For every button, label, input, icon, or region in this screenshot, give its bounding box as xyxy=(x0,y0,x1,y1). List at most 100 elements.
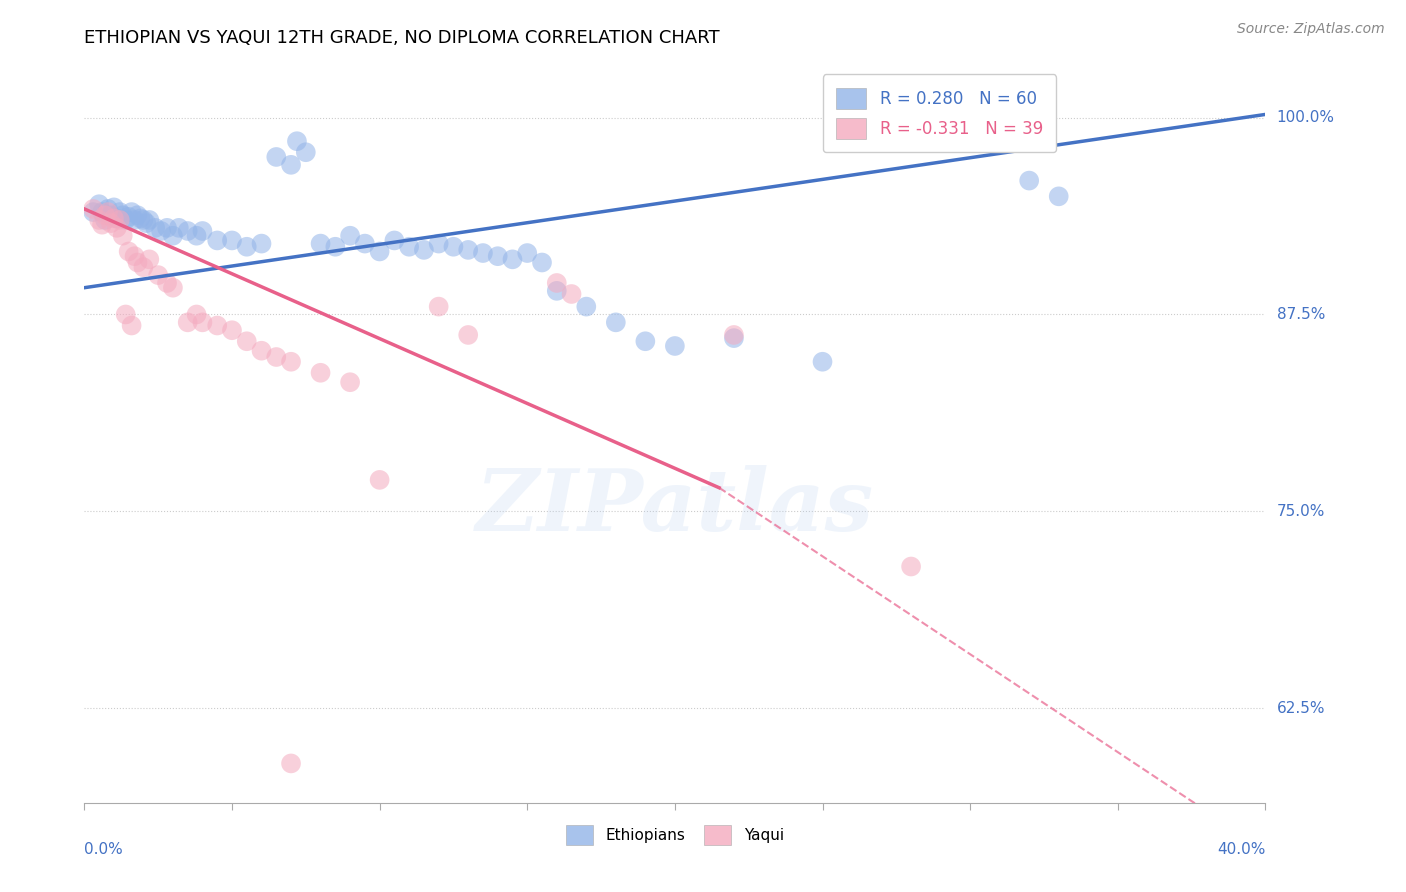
Point xyxy=(94,208,117,222)
Point xyxy=(97,205,120,219)
Point xyxy=(236,334,259,349)
Point xyxy=(162,228,184,243)
Point xyxy=(91,205,114,219)
Point xyxy=(309,366,332,380)
Legend: Ethiopians, Yaqui: Ethiopians, Yaqui xyxy=(560,819,790,851)
Point xyxy=(132,213,155,227)
Point xyxy=(664,339,686,353)
Point xyxy=(339,375,361,389)
Point xyxy=(723,331,745,345)
Point xyxy=(368,473,391,487)
Point xyxy=(266,350,288,364)
Point xyxy=(118,210,141,224)
Point xyxy=(191,224,214,238)
Point xyxy=(811,355,834,369)
Point xyxy=(132,260,155,275)
Point xyxy=(516,246,538,260)
Point xyxy=(150,224,173,238)
Point xyxy=(634,334,657,349)
Point xyxy=(325,240,347,254)
Point xyxy=(427,236,450,251)
Point xyxy=(546,276,568,290)
Point xyxy=(605,315,627,329)
Point xyxy=(105,220,128,235)
Point xyxy=(900,559,922,574)
Point xyxy=(285,134,308,148)
Text: 75.0%: 75.0% xyxy=(1277,504,1324,519)
Point xyxy=(575,300,598,314)
Point xyxy=(280,756,302,771)
Point xyxy=(309,236,332,251)
Point xyxy=(100,208,122,222)
Point xyxy=(531,255,554,269)
Point xyxy=(114,213,136,227)
Point xyxy=(339,228,361,243)
Point xyxy=(124,213,146,227)
Point xyxy=(121,318,143,333)
Text: Source: ZipAtlas.com: Source: ZipAtlas.com xyxy=(1237,22,1385,37)
Point xyxy=(266,150,288,164)
Point xyxy=(135,216,157,230)
Point xyxy=(143,220,166,235)
Point xyxy=(186,308,208,322)
Point xyxy=(91,218,114,232)
Point xyxy=(221,234,243,248)
Point xyxy=(94,213,117,227)
Point xyxy=(108,213,131,227)
Point xyxy=(368,244,391,259)
Point xyxy=(105,211,128,226)
Text: 100.0%: 100.0% xyxy=(1277,110,1334,125)
Point xyxy=(382,234,406,248)
Point xyxy=(127,208,149,222)
Point xyxy=(221,323,243,337)
Point xyxy=(108,205,131,219)
Point xyxy=(167,220,190,235)
Point xyxy=(457,328,479,343)
Point xyxy=(207,318,229,333)
Point xyxy=(457,243,479,257)
Point xyxy=(121,205,143,219)
Point xyxy=(723,328,745,343)
Point xyxy=(111,208,134,222)
Point xyxy=(546,284,568,298)
Point xyxy=(87,213,111,227)
Point xyxy=(280,355,302,369)
Point xyxy=(103,211,125,226)
Point xyxy=(427,300,450,314)
Point xyxy=(354,236,377,251)
Point xyxy=(111,228,134,243)
Point xyxy=(501,252,523,267)
Point xyxy=(97,202,120,216)
Point xyxy=(250,236,273,251)
Point xyxy=(1047,189,1070,203)
Point xyxy=(129,211,152,226)
Point xyxy=(413,243,436,257)
Point xyxy=(156,220,179,235)
Point xyxy=(250,343,273,358)
Point xyxy=(207,234,229,248)
Point xyxy=(138,213,160,227)
Point xyxy=(177,315,200,329)
Point xyxy=(124,249,146,263)
Text: ZIPatlas: ZIPatlas xyxy=(475,465,875,549)
Point xyxy=(236,240,259,254)
Point xyxy=(82,202,104,216)
Point xyxy=(82,205,104,219)
Point xyxy=(295,145,318,160)
Point xyxy=(156,276,179,290)
Text: 0.0%: 0.0% xyxy=(84,842,124,856)
Point xyxy=(443,240,465,254)
Point xyxy=(486,249,509,263)
Point xyxy=(114,308,136,322)
Text: 87.5%: 87.5% xyxy=(1277,307,1324,322)
Text: ETHIOPIAN VS YAQUI 12TH GRADE, NO DIPLOMA CORRELATION CHART: ETHIOPIAN VS YAQUI 12TH GRADE, NO DIPLOM… xyxy=(84,29,720,47)
Point xyxy=(561,287,583,301)
Point xyxy=(138,252,160,267)
Point xyxy=(148,268,170,282)
Point xyxy=(87,197,111,211)
Point xyxy=(1018,173,1040,187)
Point xyxy=(103,200,125,214)
Text: 40.0%: 40.0% xyxy=(1218,842,1265,856)
Point xyxy=(127,255,149,269)
Point xyxy=(472,246,495,260)
